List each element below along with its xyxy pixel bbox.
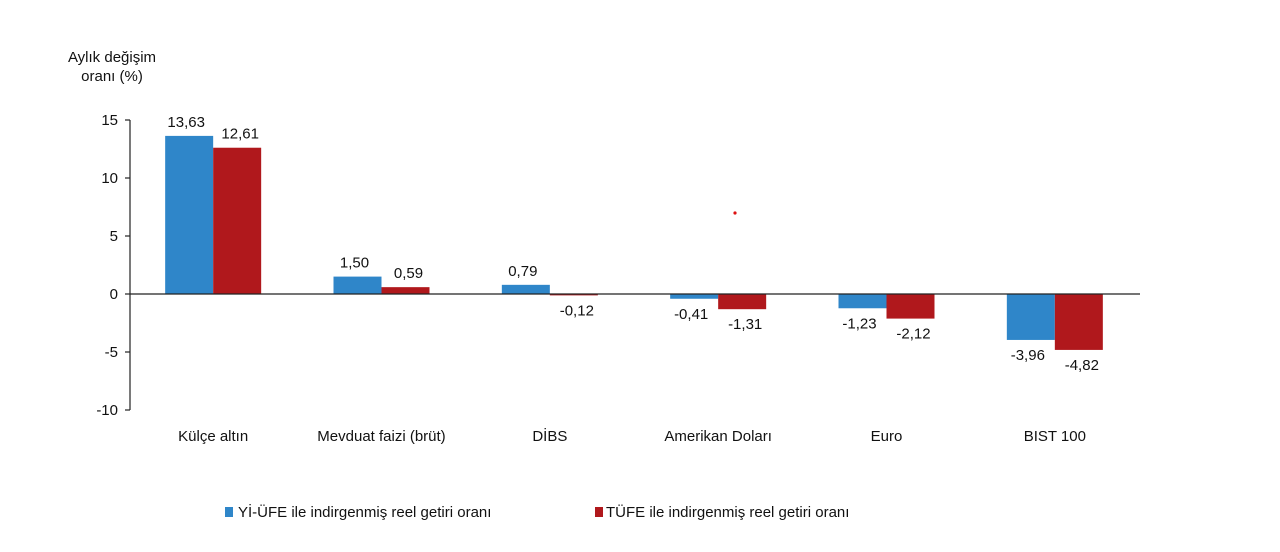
bar-tufe <box>381 287 430 294</box>
stray-dot <box>733 211 737 215</box>
data-label: -4,82 <box>1065 357 1099 374</box>
x-tick-label: DİBS <box>532 427 567 445</box>
data-label: -2,12 <box>896 326 930 343</box>
x-tick-label: Mevduat faizi (brüt) <box>317 428 445 445</box>
x-tick-label: BIST 100 <box>1024 428 1086 445</box>
bar-tufe <box>1054 294 1103 350</box>
bar-yiufe <box>501 284 550 294</box>
legend-label-tufe: TÜFE ile indirgenmiş reel getiri oranı <box>606 503 849 521</box>
legend-swatch-yiufe <box>225 507 233 517</box>
bar-yiufe <box>165 135 214 294</box>
bar-yiufe <box>1006 294 1055 340</box>
data-label: -1,23 <box>842 315 876 332</box>
data-label: 1,50 <box>340 255 369 272</box>
data-label: 13,63 <box>167 114 205 131</box>
legend-swatch-tufe <box>595 507 603 517</box>
data-label: -1,31 <box>728 316 762 333</box>
legend-label-yiufe: Yİ-ÜFE ile indirgenmiş reel getiri oranı <box>238 503 491 521</box>
bar-yiufe <box>670 294 719 299</box>
bar-tufe <box>886 294 935 319</box>
legend: Yİ-ÜFE ile indirgenmiş reel getiri oranı… <box>225 503 849 521</box>
bar-yiufe <box>838 294 887 309</box>
data-label: -3,96 <box>1011 347 1045 364</box>
x-tick-label: Amerikan Doları <box>664 428 772 445</box>
bar-yiufe <box>333 276 382 294</box>
x-tick-label: Külçe altın <box>178 428 248 445</box>
x-tick-label: Euro <box>871 428 903 445</box>
data-label: 0,79 <box>508 263 537 280</box>
y-tick-label: -10 <box>96 402 118 419</box>
data-label: -0,41 <box>674 306 708 323</box>
y-tick-label: 15 <box>101 112 118 129</box>
y-tick-label: -5 <box>105 344 118 361</box>
y-tick-label: 10 <box>101 170 118 187</box>
bar-tufe <box>549 294 598 296</box>
y-axis-title-line2: oranı (%) <box>81 68 143 85</box>
data-label: 12,61 <box>221 126 259 143</box>
y-tick-label: 0 <box>110 286 118 303</box>
data-label: -0,12 <box>560 302 594 319</box>
data-label: 0,59 <box>394 265 423 282</box>
y-tick-label: 5 <box>110 228 118 245</box>
bar-tufe <box>213 147 262 294</box>
y-axis-title-line1: Aylık değişim <box>68 49 156 66</box>
bar-tufe <box>718 294 767 310</box>
